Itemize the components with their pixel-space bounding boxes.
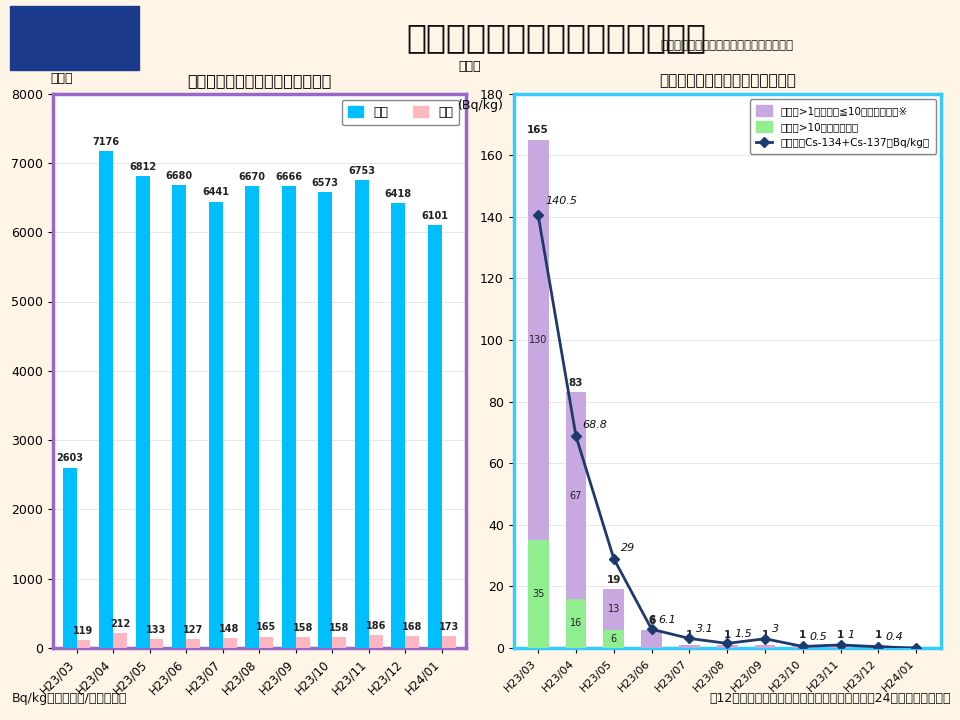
Bar [604,590,624,629]
Bar [296,637,310,648]
Text: 1: 1 [685,630,693,640]
Bar [792,645,813,648]
Bar [259,636,273,648]
FancyBboxPatch shape [10,6,139,70]
Bar [355,180,369,648]
Bar [208,202,223,648]
Text: 1: 1 [875,630,882,640]
Text: 1: 1 [799,630,806,640]
Text: 127: 127 [183,625,204,635]
Legend: 片方が>1、合計が≦10の検出検体数※, 合計が>10の検出検体数, 最高濃度Cs-134+Cs-137（Bq/kg）: 片方が>1、合計が≦10の検出検体数※, 合計が>10の検出検体数, 最高濃度C… [750,99,936,154]
Text: 67: 67 [570,490,582,500]
Bar [135,176,150,648]
Text: 168: 168 [402,622,422,632]
Bar [332,637,347,648]
Bar [62,467,77,648]
Bar [679,645,700,648]
Text: モニタリング: モニタリング [46,47,102,62]
Bar [113,634,127,648]
Text: Bq/kg：ベクレル/キログラム: Bq/kg：ベクレル/キログラム [12,692,127,705]
Text: 6418: 6418 [385,189,412,199]
Bar [99,150,113,648]
Text: 19: 19 [607,575,621,585]
Text: 1.5: 1.5 [734,629,752,639]
Bar [246,186,259,648]
Bar [77,640,90,648]
Text: 212: 212 [109,619,131,629]
Text: 140.5: 140.5 [545,196,577,206]
Bar [442,636,456,648]
Bar [150,639,163,648]
Text: 0.5: 0.5 [809,632,828,642]
Bar [641,629,662,648]
Text: 6101: 6101 [421,211,448,221]
Text: 6812: 6812 [129,162,156,172]
Text: 1: 1 [848,630,854,640]
Text: （件）: （件） [458,60,481,73]
Bar [319,192,332,648]
Text: 158: 158 [293,623,313,633]
Text: 上水の: 上水の [60,21,87,36]
Bar [369,635,383,648]
Text: 2603: 2603 [56,454,84,464]
Legend: 浄水, 原水: 浄水, 原水 [342,100,459,125]
Bar [428,225,442,648]
Text: 6573: 6573 [312,179,339,189]
Text: 68.8: 68.8 [583,420,608,430]
Bar [565,392,587,599]
Bar [565,599,587,648]
Text: 6: 6 [648,616,656,626]
Text: 6441: 6441 [203,187,229,197]
Text: 29: 29 [620,543,635,552]
Text: 1: 1 [837,630,844,640]
Text: （件）: （件） [51,72,73,85]
Bar [755,645,776,648]
Text: 6666: 6666 [276,172,302,182]
Bar [528,540,548,648]
Text: （注）検出されたとして報告があった件数: （注）検出されたとして報告があった件数 [660,39,794,52]
Text: 6: 6 [648,615,656,625]
Bar [604,629,624,648]
Bar [405,636,420,648]
Text: 130: 130 [529,335,547,345]
Text: 6.1: 6.1 [659,615,676,624]
Text: 119: 119 [73,626,94,636]
Title: 放射性セシウム検出状況（浄水）: 放射性セシウム検出状況（浄水） [659,73,796,89]
Title: 放射性セシウム検査検体数の推移: 放射性セシウム検査検体数の推移 [187,73,331,89]
Bar [868,645,889,648]
Text: 165: 165 [527,125,549,135]
Bar [528,140,548,540]
Text: 186: 186 [366,621,386,631]
Text: 6680: 6680 [166,171,193,181]
Text: 16: 16 [570,618,582,629]
Text: 148: 148 [220,624,240,634]
Bar [717,645,737,648]
Bar [282,186,296,648]
Text: 3: 3 [772,624,779,634]
Text: 6670: 6670 [239,171,266,181]
Text: 6753: 6753 [348,166,375,176]
Text: 13: 13 [608,605,620,614]
Text: 165: 165 [256,622,276,632]
Text: 3.1: 3.1 [696,624,714,634]
Text: 0.4: 0.4 [885,632,903,642]
Text: 水道事業者等による検査実施状況: 水道事業者等による検査実施状況 [407,22,707,54]
Text: 35: 35 [532,589,544,599]
Text: 133: 133 [147,625,167,634]
Text: 83: 83 [568,378,584,388]
Text: 第12回厚生科学審議会生活環境水道部会（平成24年３月）より作成: 第12回厚生科学審議会生活環境水道部会（平成24年３月）より作成 [708,692,950,705]
Bar [186,639,200,648]
Bar [830,645,851,648]
Text: (Bq/kg): (Bq/kg) [458,99,504,112]
Text: 1: 1 [724,630,731,640]
Bar [223,638,236,648]
Bar [172,185,186,648]
Bar [392,203,405,648]
Text: 158: 158 [329,623,349,633]
Text: 6: 6 [611,634,617,644]
Text: 1: 1 [761,630,769,640]
Text: 7176: 7176 [92,137,120,147]
Text: 173: 173 [439,622,459,632]
